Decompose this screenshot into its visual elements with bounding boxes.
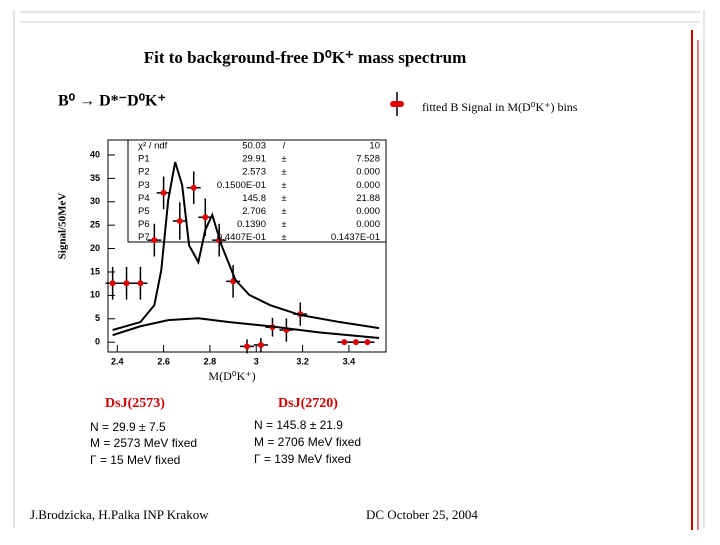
data-point [190, 184, 197, 191]
x-tick-label: 3.4 [343, 356, 356, 366]
stats-cell: 0.000 [356, 219, 380, 230]
stats-cell: 29.91 [242, 154, 266, 165]
stats-cell: ± [281, 219, 286, 230]
data-point [352, 339, 359, 346]
stats-cell: ± [281, 167, 286, 178]
data-point [109, 280, 116, 287]
data-point [364, 339, 371, 346]
y-tick-label: 40 [90, 149, 100, 159]
stats-cell: 0.1390 [237, 219, 266, 230]
y-tick-label: 30 [90, 196, 100, 206]
block-line: M = 2573 MeV fixed [90, 436, 197, 450]
decoration [13, 10, 705, 528]
stats-cell: χ² / ndf [138, 141, 168, 152]
y-tick-label: 10 [90, 290, 100, 300]
stats-cell: ± [281, 154, 286, 165]
stats-cell: 0.000 [356, 180, 380, 191]
stats-cell: P7 [138, 232, 150, 243]
data-point [137, 280, 144, 287]
slide-title: Fit to background-free D⁰K⁺ mass spectru… [144, 48, 467, 67]
data-point [123, 280, 130, 287]
stats-cell: ± [281, 193, 286, 204]
decay-label: B⁰ → D*⁻D⁰K⁺ [58, 93, 166, 110]
stats-cell: 2.706 [242, 206, 266, 217]
block-line: N = 29.9 ± 7.5 [90, 420, 166, 434]
y-tick-label: 35 [90, 173, 100, 183]
stats-cell: P2 [138, 167, 150, 178]
x-tick-label: 2.6 [157, 356, 170, 366]
y-tick-label: 20 [90, 243, 100, 253]
footer: DC October 25, 2004 [366, 507, 478, 522]
data-point [341, 339, 348, 346]
block-line: Γ = 15 MeV fixed [90, 453, 180, 467]
legend-label: fitted B Signal in M(D⁰K⁺) bins [422, 100, 578, 114]
stats-cell: 10 [369, 141, 380, 152]
y-tick-label: 0 [95, 337, 100, 347]
stats-cell: ± [281, 180, 286, 191]
stats-cell: 0.1437E-01 [331, 232, 380, 243]
data-point [244, 343, 250, 350]
data-point [257, 341, 264, 348]
block-line: M = 2706 MeV fixed [254, 435, 361, 449]
y-tick-label: 15 [90, 266, 100, 276]
stats-cell: P4 [138, 193, 150, 204]
stats-cell: 0.000 [356, 167, 380, 178]
stats-cell: 0.1500E-01 [217, 180, 266, 191]
stats-cell: 2.573 [242, 167, 266, 178]
data-point [151, 237, 158, 244]
stats-cell: ± [281, 232, 286, 243]
y-tick-label: 25 [90, 220, 100, 230]
footer: J.Brodzicka, H.Palka INP Krakow [30, 507, 209, 522]
block-heading: DsJ(2720) [278, 396, 338, 411]
stats-cell: P5 [138, 206, 150, 217]
stats-box [127, 139, 387, 243]
stats-cell: 0.000 [356, 206, 380, 217]
legend-marker [390, 101, 404, 107]
stats-cell: 7.528 [356, 154, 380, 165]
stats-cell: / [283, 141, 286, 152]
y-tick-label: 5 [95, 313, 100, 323]
x-tick-label: 3 [254, 356, 259, 366]
stats-cell: ± [281, 206, 286, 217]
stats-cell: P3 [138, 180, 150, 191]
data-point [160, 189, 167, 196]
block-line: Γ = 139 MeV fixed [254, 452, 351, 466]
data-point [176, 217, 183, 224]
y-axis-label: Signal/50MeV [57, 193, 69, 260]
stats-cell: 0.4407E-01 [217, 232, 266, 243]
x-axis-label: M(D⁰K⁺) [208, 369, 255, 383]
fit-curve [112, 161, 380, 331]
stats-cell: 145.8 [242, 193, 266, 204]
stats-cell: 21.88 [356, 193, 380, 204]
x-tick-label: 3.2 [296, 356, 309, 366]
stats-cell: P1 [138, 154, 150, 165]
x-tick-label: 2.4 [111, 356, 124, 366]
fit-curve [112, 317, 380, 339]
data-point [202, 214, 209, 221]
x-tick-label: 2.8 [204, 356, 217, 366]
stats-cell: 50.03 [242, 141, 266, 152]
stats-cell: P6 [138, 219, 150, 230]
block-heading: DsJ(2573) [105, 396, 165, 411]
block-line: N = 145.8 ± 21.9 [254, 418, 343, 432]
